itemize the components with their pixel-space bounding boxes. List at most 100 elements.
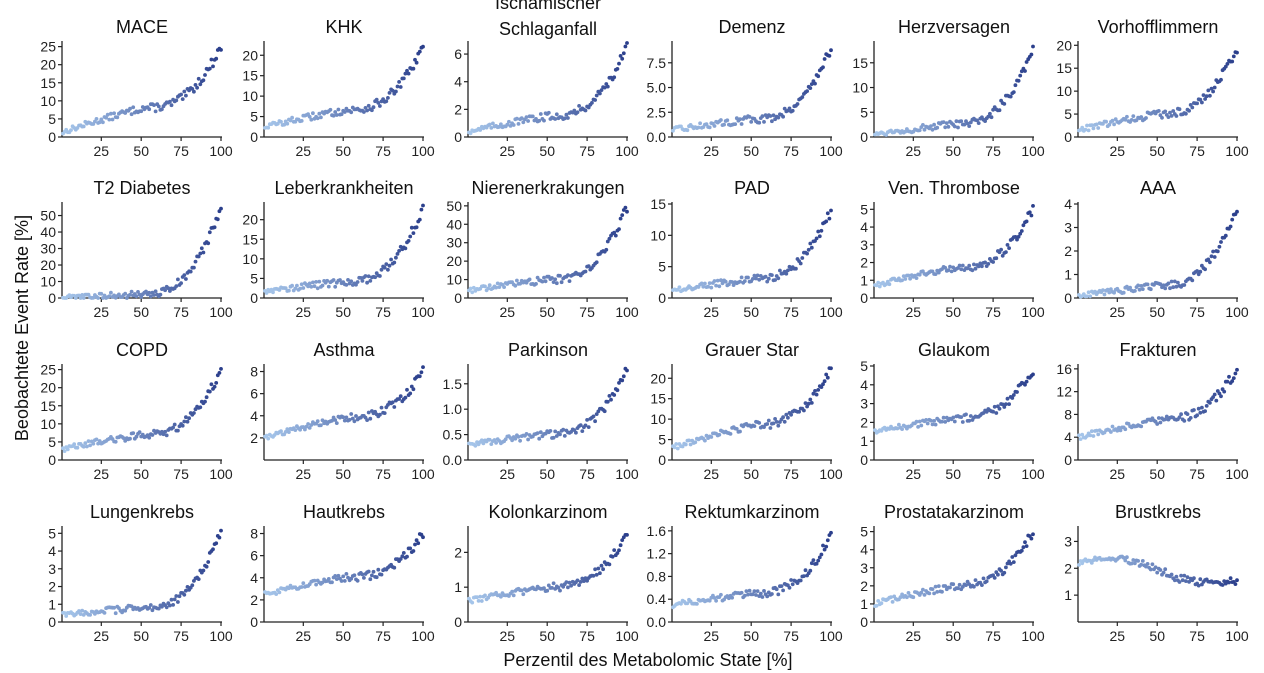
y-tick-label: 2 <box>1064 243 1072 259</box>
data-point <box>115 115 120 120</box>
data-point <box>551 280 556 284</box>
data-point <box>620 56 625 61</box>
x-tick-label: 75 <box>783 143 799 159</box>
data-point <box>107 117 112 122</box>
data-point <box>789 578 793 582</box>
data-point <box>299 585 304 589</box>
data-point <box>967 124 972 128</box>
data-point <box>789 412 793 417</box>
data-point <box>519 116 524 121</box>
data-point <box>919 423 924 428</box>
data-point <box>989 115 994 120</box>
data-point <box>621 374 626 379</box>
data-point <box>403 246 408 251</box>
data-point <box>564 580 569 584</box>
data-point <box>471 285 476 290</box>
data-point <box>112 111 116 116</box>
x-tick-label: 100 <box>1225 466 1249 482</box>
data-point <box>1235 50 1239 55</box>
x-tick-label: 100 <box>615 466 639 482</box>
data-point <box>602 409 607 414</box>
data-point <box>558 273 562 278</box>
y-tick-label: 2.5 <box>647 104 667 120</box>
x-tick-label: 100 <box>1021 304 1045 320</box>
data-point <box>674 442 679 446</box>
panel: Asthma 2 4 6 8 25 50 75 100 <box>250 340 435 482</box>
data-point <box>1163 286 1168 291</box>
data-point <box>1133 561 1137 566</box>
data-point <box>887 282 892 287</box>
data-point <box>613 233 618 238</box>
data-point <box>507 119 511 124</box>
data-point <box>80 608 85 613</box>
data-point <box>620 213 625 218</box>
data-point <box>389 257 393 262</box>
panel: Leberkrankheiten 0 5 10 15 20 25 50 75 100 <box>242 178 434 320</box>
data-point <box>569 583 573 588</box>
data-point <box>505 122 510 127</box>
data-point <box>168 603 172 608</box>
data-point <box>583 108 588 113</box>
data-point <box>398 85 403 89</box>
data-point <box>479 438 484 443</box>
data-point <box>1007 246 1011 251</box>
data-point <box>988 111 992 116</box>
data-point <box>319 423 323 428</box>
data-point <box>734 427 739 431</box>
data-point <box>704 122 709 127</box>
data-point <box>334 421 339 425</box>
data-point <box>762 589 766 593</box>
data-point <box>621 51 626 56</box>
data-point <box>530 114 535 119</box>
x-tick-label: 75 <box>783 304 799 320</box>
data-point <box>1230 59 1235 64</box>
data-point <box>771 421 776 426</box>
data-point <box>556 585 561 590</box>
data-point <box>1188 416 1193 420</box>
y-tick-label: 0 <box>1064 452 1072 468</box>
data-point <box>349 110 354 115</box>
data-point <box>1215 249 1220 254</box>
data-point <box>405 387 409 392</box>
data-point <box>336 107 341 112</box>
data-point <box>671 128 675 133</box>
data-point <box>1163 417 1168 422</box>
data-point <box>617 227 621 232</box>
data-point <box>1031 372 1035 377</box>
data-point <box>368 279 373 283</box>
data-point <box>572 108 577 113</box>
data-point <box>943 125 948 130</box>
data-point <box>201 78 206 83</box>
data-point <box>206 241 211 246</box>
data-point <box>808 397 813 402</box>
data-point <box>129 289 134 294</box>
x-tick-label: 100 <box>411 304 435 320</box>
data-point <box>809 82 814 86</box>
data-point <box>972 584 976 589</box>
data-point <box>169 103 174 108</box>
data-point <box>760 595 765 599</box>
data-point <box>137 430 142 435</box>
data-point <box>88 613 92 617</box>
data-point <box>1176 280 1180 285</box>
data-point <box>750 592 755 597</box>
data-point <box>538 112 543 116</box>
data-point <box>1195 413 1199 418</box>
data-point <box>188 269 193 274</box>
data-point <box>551 581 556 586</box>
data-point <box>803 401 808 405</box>
data-point <box>951 582 956 587</box>
x-tick-label: 50 <box>743 628 759 644</box>
y-tick-label: 30 <box>446 235 462 251</box>
data-point <box>620 378 625 383</box>
panel: MACE 0 5 10 15 20 25 25 50 75 100 <box>40 17 232 159</box>
data-point <box>786 268 790 273</box>
data-point <box>203 73 207 77</box>
data-point <box>339 579 344 583</box>
x-tick-label: 75 <box>579 466 595 482</box>
data-point <box>94 117 99 121</box>
data-point <box>683 442 688 447</box>
data-point <box>518 281 522 286</box>
data-point <box>747 115 752 119</box>
